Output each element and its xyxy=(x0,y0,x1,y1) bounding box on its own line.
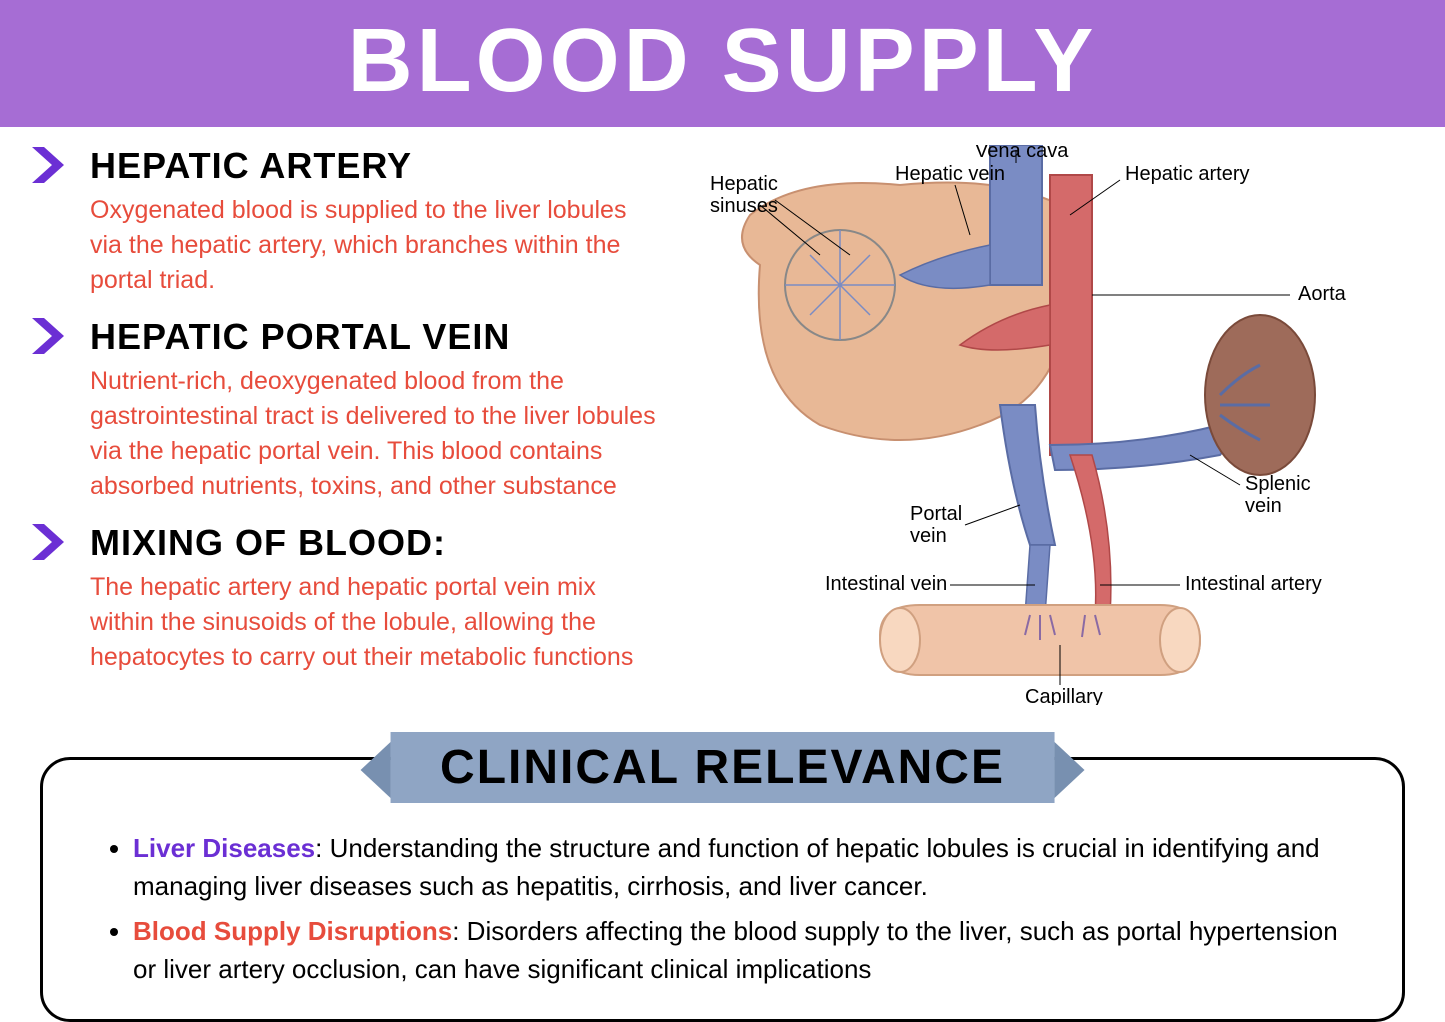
clinical-item-label: Liver Diseases xyxy=(133,833,315,863)
liver-blood-supply-diagram: Vena cava Hepatic vein Hepatic artery He… xyxy=(700,145,1380,705)
chevron-icon xyxy=(30,522,75,562)
section-body: Nutrient-rich, deoxygenated blood from t… xyxy=(90,364,660,504)
label-intestinal-vein: Intestinal vein xyxy=(825,573,947,595)
label-line: vein xyxy=(1245,495,1282,517)
label-line: sinuses xyxy=(710,195,778,217)
chevron-icon xyxy=(30,145,75,185)
intestine-end-right xyxy=(1160,608,1200,672)
label-vena-cava: Vena cava xyxy=(975,145,1069,162)
label-line: Portal xyxy=(910,503,962,525)
label-intestinal-artery: Intestinal artery xyxy=(1185,573,1322,595)
section-heading: MIXING OF BLOOD: xyxy=(90,522,660,564)
section-body: The hepatic artery and hepatic portal ve… xyxy=(90,570,660,675)
section-hepatic-portal-vein: HEPATIC PORTAL VEIN Nutrient-rich, deoxy… xyxy=(30,316,660,504)
label-hepatic-vein: Hepatic vein xyxy=(895,163,1005,185)
intestinal-artery xyxy=(1070,455,1111,615)
section-heading: HEPATIC ARTERY xyxy=(90,145,660,187)
clinical-item: Blood Supply Disruptions: Disorders affe… xyxy=(133,913,1362,988)
clinical-list: Liver Diseases: Understanding the struct… xyxy=(103,830,1362,989)
label-line: Splenic xyxy=(1245,473,1311,495)
section-heading: HEPATIC PORTAL VEIN xyxy=(90,316,660,358)
label-splenic-vein: Splenic vein xyxy=(1245,473,1316,517)
label-hepatic-artery: Hepatic artery xyxy=(1125,163,1250,185)
main-content: HEPATIC ARTERY Oxygenated blood is suppl… xyxy=(0,127,1445,710)
header-banner: BLOOD SUPPLY xyxy=(0,0,1445,127)
section-body: Oxygenated blood is supplied to the live… xyxy=(90,193,660,298)
clinical-item: Liver Diseases: Understanding the struct… xyxy=(133,830,1362,905)
label-hepatic-sinuses: Hepatic sinuses xyxy=(710,173,783,217)
clinical-ribbon: CLINICAL RELEVANCE xyxy=(390,732,1055,803)
chevron-icon xyxy=(30,316,75,356)
label-portal-vein: Portal vein xyxy=(910,503,968,547)
text-column: HEPATIC ARTERY Oxygenated blood is suppl… xyxy=(20,145,660,710)
leader-line xyxy=(965,505,1020,525)
portal-vein xyxy=(1000,405,1055,545)
label-aorta: Aorta xyxy=(1298,283,1347,305)
intestine-end-left xyxy=(880,608,920,672)
clinical-relevance-box: CLINICAL RELEVANCE Liver Diseases: Under… xyxy=(40,757,1405,1022)
aorta xyxy=(1050,175,1092,455)
diagram-column: Vena cava Hepatic vein Hepatic artery He… xyxy=(660,145,1415,710)
clinical-item-label: Blood Supply Disruptions xyxy=(133,916,452,946)
page-title: BLOOD SUPPLY xyxy=(0,10,1445,113)
section-mixing-blood: MIXING OF BLOOD: The hepatic artery and … xyxy=(30,522,660,675)
label-line: Hepatic xyxy=(710,173,778,195)
label-line: vein xyxy=(910,525,947,547)
label-capillary: Capillary xyxy=(1025,686,1103,705)
section-hepatic-artery: HEPATIC ARTERY Oxygenated blood is suppl… xyxy=(30,145,660,298)
